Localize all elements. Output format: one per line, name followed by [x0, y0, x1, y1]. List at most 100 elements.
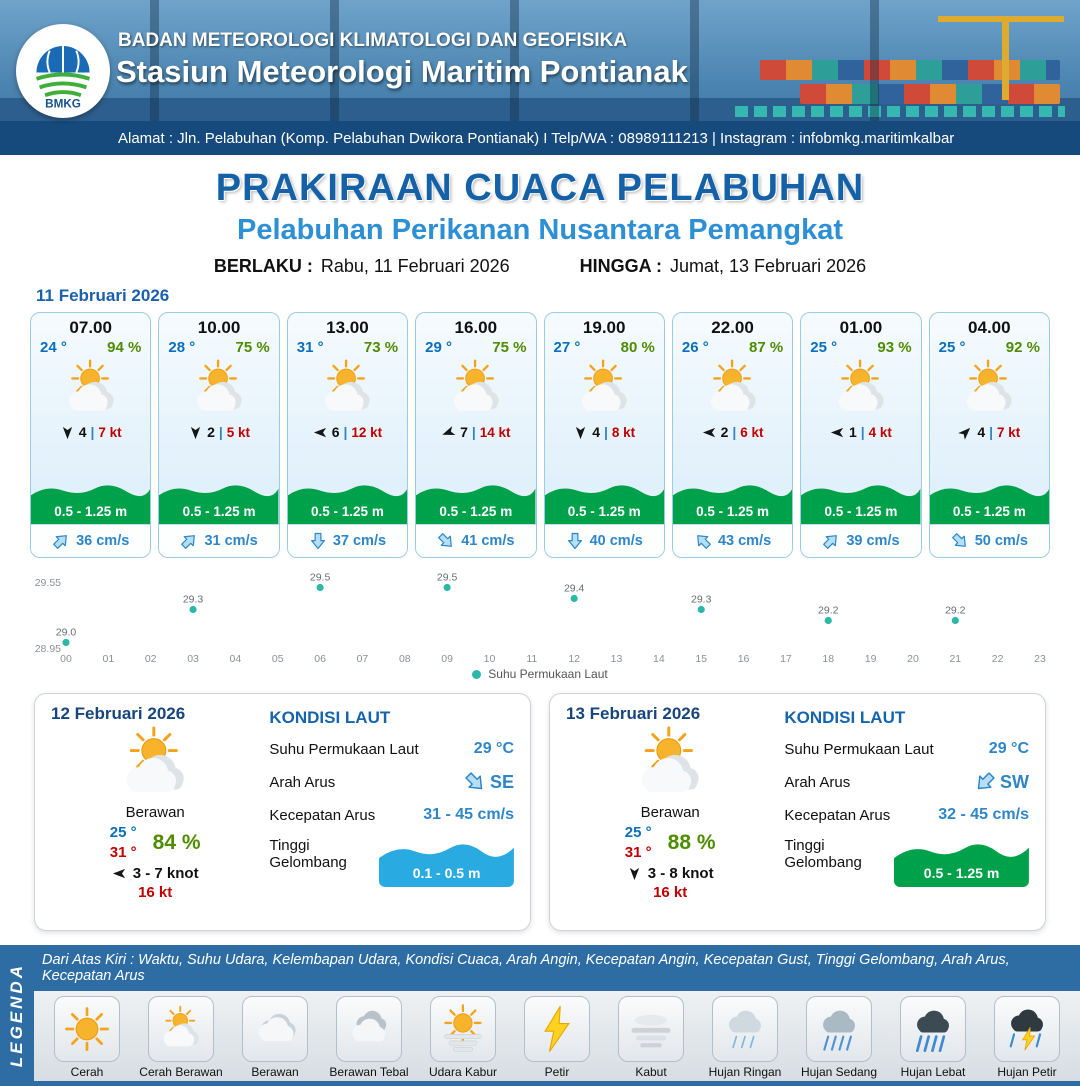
wave-height: 0.5 - 1.25 m — [54, 504, 128, 519]
current-row: 37 cm/s — [287, 524, 408, 557]
air-temperature: 24 ° — [40, 339, 67, 356]
crane-icon — [938, 16, 1064, 22]
current-direction-icon — [969, 766, 1000, 797]
forecast-time: 13.00 — [326, 318, 369, 337]
current-speed: 50 cm/s — [974, 533, 1028, 549]
svg-text:29.55: 29.55 — [35, 577, 61, 589]
current-direction-label: Arah Arus — [269, 773, 336, 791]
sun-cloud-icon — [700, 356, 766, 422]
sun-cloud-icon — [443, 356, 509, 422]
legend-items: Cerah Cerah Berawan Berawan Berawan Teba… — [34, 991, 1080, 1081]
current-direction-value: SW — [1000, 771, 1029, 792]
wave-band: 0.5 - 1.25 m — [672, 480, 793, 524]
sst-value: 29 °C — [988, 740, 1029, 757]
svg-text:02: 02 — [145, 653, 157, 664]
current-speed-value: 32 - 45 cm/s — [938, 806, 1029, 823]
haze-icon — [430, 996, 496, 1062]
legend-item: Hujan Petir — [980, 996, 1074, 1079]
wind-speed: 1 — [848, 424, 857, 440]
fog-icon — [618, 996, 684, 1062]
forecast-time: 01.00 — [839, 318, 883, 337]
sst-chart-section: 29.55 28.95 00 01 02 03 04 05 06 07 08 09 10 11 12 13 14… — [0, 558, 1080, 682]
forecast-time: 22.00 — [711, 318, 754, 337]
gust-speed: 12 kt — [351, 424, 383, 440]
current-row: 31 cm/s — [159, 524, 279, 557]
legend-dot — [472, 669, 482, 679]
svg-text:29.2: 29.2 — [945, 605, 966, 617]
cloud-icon — [242, 996, 308, 1062]
svg-text:18: 18 — [822, 653, 834, 664]
wave-height: 0.5 - 1.25 m — [311, 504, 384, 519]
wave-height-band: 0.1 - 0.5 m — [379, 837, 514, 887]
legend-item-label: Cerah Berawan — [139, 1065, 223, 1079]
sea-condition-title: KONDISI LAUT — [269, 708, 391, 727]
svg-text:03: 03 — [187, 653, 199, 664]
svg-text:29.5: 29.5 — [310, 572, 331, 584]
current-direction-icon — [459, 766, 490, 797]
forecast-time: 19.00 — [582, 318, 626, 337]
wave-band: 0.5 - 1.25 m — [801, 480, 921, 524]
wind-direction-icon — [955, 421, 976, 442]
air-temperature: 25 ° — [810, 339, 838, 356]
current-direction-icon — [177, 528, 202, 553]
legend-item-label: Kabut — [635, 1065, 667, 1079]
wave-height: 0.5 - 1.25 m — [182, 504, 256, 519]
legend-item-label: Hujan Ringan — [708, 1065, 782, 1079]
hourly-forecast-row: 07.00 24 ° 94 % 4 | 7 kt 0.5 - 1.25 m 36 … — [0, 312, 1080, 558]
wind-speed: 2 — [207, 424, 215, 440]
wind-direction-icon — [188, 425, 203, 440]
heavy-rain-icon — [900, 996, 966, 1062]
humidity: 93 % — [877, 339, 912, 356]
wave-height: 0.5 - 1.25 m — [696, 504, 769, 519]
station-name: Stasiun Meteorologi Maritim Pontianak — [116, 54, 688, 89]
wave-height: 0.5 - 1.25 m — [824, 504, 898, 519]
current-row: 43 cm/s — [672, 524, 793, 557]
wind-row: 7 | 14 kt — [440, 424, 511, 440]
moderate-rain-icon — [806, 996, 872, 1062]
title-section: PRAKIRAAN CUACA PELABUHAN Pelabuhan Peri… — [0, 155, 1080, 277]
svg-text:29.5: 29.5 — [437, 572, 458, 584]
separator: | — [90, 424, 95, 440]
air-temperature: 28 ° — [168, 339, 196, 356]
wind-direction-icon — [830, 425, 845, 440]
address-bar: Alamat : Jln. Pelabuhan (Komp. Pelabuhan… — [0, 121, 1080, 155]
wind-row: 4 | 8 kt — [573, 424, 635, 440]
valid-until-value: Jumat, 13 Februari 2026 — [670, 256, 867, 276]
container-stack — [800, 84, 1060, 104]
legend-item-label: Hujan Sedang — [800, 1065, 878, 1079]
wind-row: 6 | 12 kt — [313, 424, 383, 440]
legend-item-label: Hujan Petir — [997, 1065, 1057, 1079]
wind-speed: 6 — [331, 424, 340, 440]
gust-speed: 7 kt — [997, 424, 1021, 440]
forecast-card: 07.00 24 ° 94 % 4 | 7 kt 0.5 - 1.25 m 36 … — [30, 312, 152, 558]
air-temperature: 25 ° — [938, 339, 966, 356]
svg-text:11: 11 — [526, 653, 537, 664]
svg-text:06: 06 — [314, 653, 326, 664]
wave-band: 0.5 - 1.25 m — [544, 480, 664, 524]
wave-height-value: 0.5 - 1.25 m — [923, 865, 1000, 881]
forecast-card: 13.00 31 ° 73 % 6 | 12 kt 0.5 - 1.25 m 37… — [286, 312, 409, 558]
wave-band: 0.5 - 1.25 m — [416, 480, 536, 524]
legend-item: Hujan Sedang — [792, 996, 886, 1079]
wind-direction-icon — [702, 425, 717, 440]
valid-from-value: Rabu, 11 Februari 2026 — [320, 256, 510, 276]
forecast-card: 16.00 29 ° 75 % 7 | 14 kt 0.5 - 1.25 m 41… — [415, 312, 537, 558]
humidity: 87 % — [749, 339, 784, 356]
sun-cloud-icon — [186, 356, 252, 422]
svg-text:13: 13 — [611, 653, 623, 664]
svg-text:29.3: 29.3 — [183, 594, 204, 606]
current-row: 41 cm/s — [416, 524, 536, 557]
wind-speed: 7 — [460, 424, 468, 440]
forecast-card: 01.00 25 ° 93 % 1 | 4 kt 0.5 - 1.25 m 39 … — [800, 312, 922, 558]
svg-text:20: 20 — [907, 653, 919, 664]
sun-cloud-icon — [956, 356, 1022, 422]
svg-text:04: 04 — [230, 653, 242, 664]
svg-text:01: 01 — [103, 653, 115, 664]
svg-text:19: 19 — [865, 653, 877, 664]
current-direction-icon — [433, 528, 458, 553]
current-speed: 43 cm/s — [717, 533, 772, 549]
wind-row: 4 | 7 kt — [958, 424, 1020, 440]
daily-date: 13 Februari 2026 — [566, 704, 701, 723]
current-row: 39 cm/s — [801, 524, 921, 557]
